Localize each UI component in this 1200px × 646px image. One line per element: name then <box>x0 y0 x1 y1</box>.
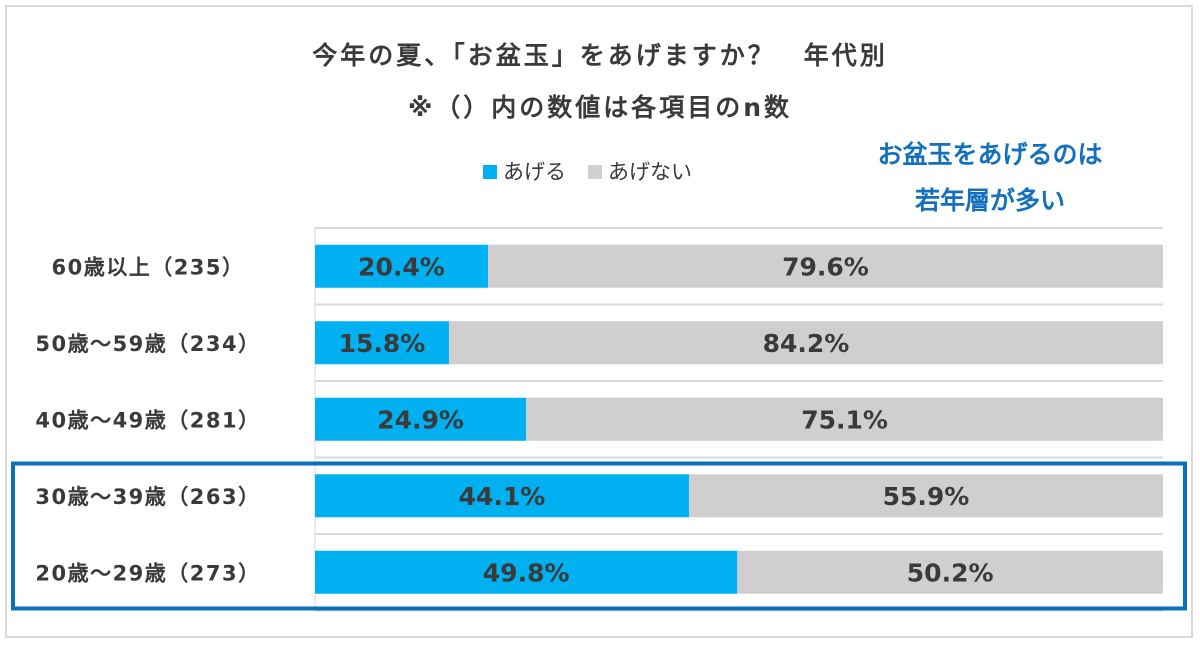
data-label: 55.9% <box>883 482 970 511</box>
chart-subtitle: ※（）内の数値は各項目のn数 <box>407 93 793 122</box>
category-label: 50歳～59歳（234） <box>35 332 260 356</box>
data-label: 79.6% <box>782 252 869 281</box>
bar-agenai <box>526 397 1163 441</box>
bar-ageru <box>315 321 449 365</box>
data-label: 50.2% <box>907 558 994 587</box>
chart-title: 今年の夏、「お盆玉」をあげますか？ 年代別 <box>312 41 888 70</box>
category-label: 40歳～49歳（281） <box>35 408 260 432</box>
legend: あげる あげない <box>483 156 692 186</box>
bar-agenai <box>487 244 1163 288</box>
bar-ageru <box>315 474 689 518</box>
highlight-box <box>11 461 1187 611</box>
bar-agenai <box>737 550 1163 594</box>
legend-item-agenai: あげない <box>588 156 692 186</box>
data-label: 49.8% <box>483 558 570 587</box>
bar-agenai <box>688 474 1163 518</box>
data-label: 84.2% <box>763 329 850 358</box>
bar-ageru <box>315 397 527 441</box>
chart-frame <box>5 5 1193 638</box>
bar-ageru <box>315 550 738 594</box>
data-label: 24.9% <box>377 405 464 434</box>
bar-ageru <box>315 244 488 288</box>
data-label: 20.4% <box>358 252 445 281</box>
annotation: お盆玉をあげるのは 若年層が多い <box>830 132 1150 224</box>
data-label: 44.1% <box>459 482 546 511</box>
annotation-line: 若年層が多い <box>914 186 1065 215</box>
legend-label: あげる <box>503 160 566 184</box>
bar-agenai <box>448 321 1163 365</box>
category-label: 30歳～39歳（263） <box>35 485 260 509</box>
annotation-line: お盆玉をあげるのは <box>877 140 1103 169</box>
data-label: 15.8% <box>339 329 426 358</box>
category-label: 20歳～29歳（273） <box>35 561 260 585</box>
legend-item-ageru: あげる <box>483 156 566 186</box>
legend-swatch <box>483 165 497 179</box>
legend-swatch <box>588 165 602 179</box>
category-label: 60歳以上（235） <box>51 255 244 279</box>
legend-label: あげない <box>608 160 692 184</box>
data-label: 75.1% <box>801 405 888 434</box>
